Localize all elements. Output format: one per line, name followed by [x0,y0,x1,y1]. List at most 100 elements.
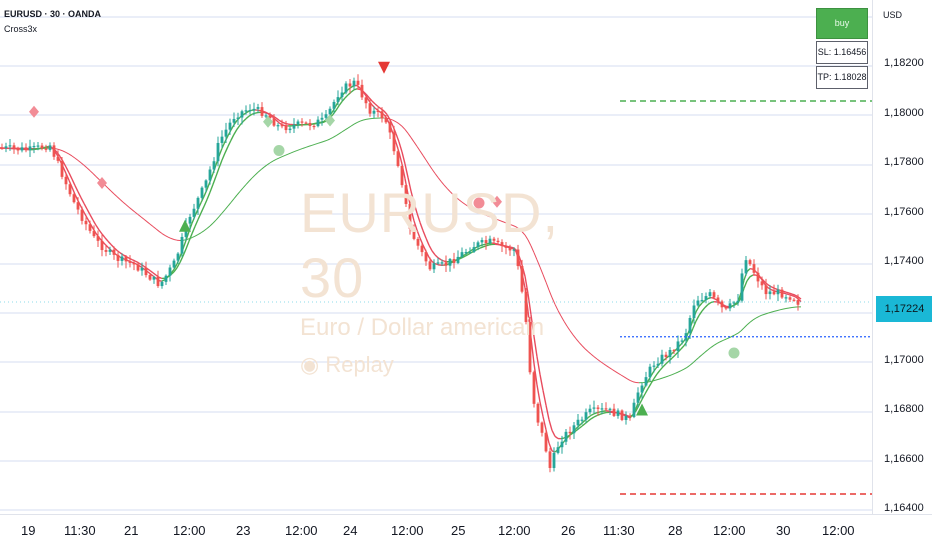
ma-slow-line [345,128,348,130]
ma-mid-line [552,430,555,436]
ma-mid-line [408,177,411,191]
candle-body [797,300,800,305]
time-axis[interactable]: 19 11:30 21 12:00 23 12:00 24 12:00 25 1… [0,514,932,551]
ma-slow-line [414,142,417,146]
ma-mid-line [645,389,648,394]
currency-label[interactable]: USD [883,10,902,20]
ma-slow-line [747,322,750,325]
candle-body [153,277,156,280]
ma-mid-line [231,134,234,140]
ma-slow-line [582,346,585,349]
candle-body [329,109,332,114]
chart-area[interactable]: EURUSD, 30 Euro / Dollar americain ◉ Rep… [0,0,872,514]
candle-body [681,340,684,341]
ma-slow-line [297,149,300,150]
candle-body [553,453,556,468]
ma-mid-line [420,222,423,230]
ma-fast-line [540,402,543,416]
candle-body [573,425,576,433]
candle-body [17,148,20,150]
ma-slow-line [783,309,786,310]
candle-body [481,240,484,242]
candle-body [593,407,596,408]
candle-body [597,407,600,408]
ma-slow-line [282,155,285,156]
ma-mid-line [351,90,354,92]
candle-body [709,292,712,296]
candle-body [317,120,320,126]
ma-slow-line [405,129,408,133]
ma-slow-line [327,139,330,140]
ma-slow-line [204,229,207,231]
ma-mid-line [384,111,387,114]
candle-body [477,242,480,247]
ma-slow-line [537,260,540,267]
ma-mid-line [105,238,108,241]
ma-slow-line [168,237,171,238]
ma-mid-line [555,436,558,438]
candle-body [645,377,648,385]
ma-mid-line [90,215,93,220]
ma-slow-line [228,202,231,206]
candle-body [285,125,288,130]
ma-slow-line [396,122,399,124]
ma-slow-line [399,124,402,127]
ma-fast-line [312,123,315,124]
price-chart[interactable] [0,0,872,514]
ma-slow-line [621,375,624,377]
ma-mid-line [696,316,699,322]
candle-body [5,146,8,148]
ma-slow-line [420,151,423,156]
ma-slow-line [702,352,705,355]
candle-body [649,367,652,377]
ma-slow-line [573,335,576,339]
ma-slow-line [603,363,606,365]
candle-body [441,262,444,263]
candle-body [181,237,184,254]
ma-fast-line [591,414,594,416]
ma-slow-line [453,194,456,197]
price-tick: 1,17600 [884,206,924,218]
ma-slow-line [507,223,510,224]
ma-slow-line [717,342,720,344]
symbol-title[interactable]: EURUSD · 30 · OANDA [4,9,101,19]
ma-slow-line [465,204,468,206]
price-tick: 1,16400 [884,502,924,514]
candle-body [541,423,544,433]
ma-slow-line [738,331,741,333]
price-axis[interactable]: USD 1,18200 1,18000 1,17800 1,17600 1,17… [872,0,932,514]
candle-body [97,236,100,241]
ma-mid-line [399,142,402,152]
candle-body [665,355,668,357]
ma-slow-line [111,191,114,194]
candle-body [701,300,704,301]
ma-slow-line [162,234,165,236]
ma-slow-line [513,226,516,227]
price-tick: 1,17000 [884,354,924,366]
ma-fast-line [747,269,750,272]
ma-slow-line [711,345,714,347]
candle-body [105,250,108,252]
candle-body [457,257,460,263]
candle-body [333,102,336,109]
candle-body [25,147,28,150]
price-tick: 1,17800 [884,156,924,168]
time-tick: 26 [561,523,575,538]
ma-mid-line [93,220,96,225]
time-tick: 12:00 [498,523,531,538]
candle-body [237,118,240,119]
ma-mid-line [72,179,75,185]
candle-body [537,404,540,423]
candle-body [429,261,432,269]
indicator-label[interactable]: Cross3x [4,24,37,34]
ma-slow-line [192,236,195,237]
ma-mid-line [69,173,72,179]
buy-button[interactable]: buy [816,8,868,39]
ma-mid-line [654,374,657,378]
ma-mid-line [681,346,684,349]
ma-mid-line [414,203,417,213]
ma-slow-line [774,311,777,312]
ma-slow-line [780,309,783,310]
candle-body [753,264,756,273]
candle-body [297,121,300,124]
